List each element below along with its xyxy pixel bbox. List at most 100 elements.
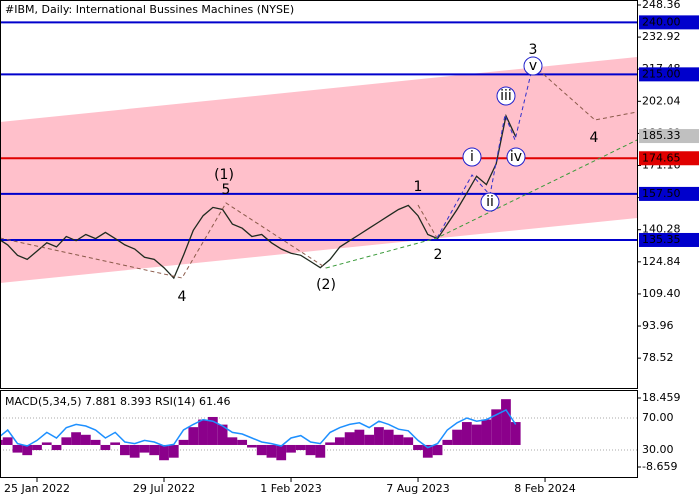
histogram-bar bbox=[491, 409, 502, 445]
price-label: 157.50 bbox=[642, 187, 681, 200]
y2-tick-label: 70.00 bbox=[642, 411, 674, 424]
wave-circle bbox=[523, 56, 543, 76]
wave-label: 4 bbox=[590, 130, 599, 146]
histogram-bar bbox=[159, 444, 169, 461]
wave-label: 3 bbox=[529, 42, 538, 58]
histogram-bar bbox=[481, 419, 492, 445]
histogram-bar bbox=[393, 434, 404, 445]
histogram-bar bbox=[403, 437, 414, 445]
price-label-box bbox=[639, 186, 699, 201]
histogram-bar bbox=[374, 427, 384, 445]
wave-label: (1) bbox=[214, 167, 234, 183]
histogram-bar bbox=[452, 429, 462, 445]
chart-title: #IBM, Daily: International Bussines Mach… bbox=[5, 3, 294, 16]
wave-label: v bbox=[529, 58, 537, 74]
y-tick-label: 202.04 bbox=[642, 94, 681, 107]
histogram-bar bbox=[276, 444, 287, 461]
y-tick-label: 248.36 bbox=[642, 0, 681, 11]
histogram-bar bbox=[90, 439, 101, 445]
price-line bbox=[0, 113, 517, 280]
histogram-bar bbox=[120, 444, 130, 456]
histogram-bar bbox=[188, 427, 199, 445]
histogram-bar bbox=[22, 444, 33, 456]
wave-label: ii bbox=[486, 194, 494, 210]
histogram-bar bbox=[168, 444, 179, 458]
histogram-bar bbox=[295, 444, 306, 451]
wave-path bbox=[0, 202, 327, 279]
x-tick-label: 8 Feb 2024 bbox=[514, 482, 575, 495]
wave-path bbox=[417, 204, 438, 239]
wave-label: iii bbox=[500, 88, 512, 104]
wave-label: 1 bbox=[414, 179, 423, 195]
histogram-bar bbox=[334, 437, 345, 445]
y-tick-label: 93.96 bbox=[642, 319, 674, 332]
histogram-bar bbox=[100, 444, 111, 451]
price-label-box bbox=[639, 67, 699, 82]
x-tick-label: 25 Jan 2022 bbox=[4, 482, 70, 495]
indicator-panel-frame bbox=[0, 390, 638, 478]
x-tick-label: 7 Aug 2023 bbox=[386, 482, 449, 495]
histogram-bar bbox=[266, 444, 277, 458]
histogram-bar bbox=[2, 437, 13, 445]
histogram-bar bbox=[237, 439, 248, 445]
histogram-bar bbox=[217, 424, 228, 445]
wave-label: iv bbox=[510, 149, 522, 165]
price-label: 240.00 bbox=[642, 15, 681, 28]
price-label: 135.35 bbox=[642, 233, 681, 246]
price-label-box bbox=[639, 232, 699, 247]
histogram-bar bbox=[354, 429, 365, 445]
histogram-bar bbox=[432, 444, 443, 456]
x-tick-label: 1 Feb 2023 bbox=[260, 482, 321, 495]
histogram-bar bbox=[501, 399, 511, 445]
y-tick-label: 232.92 bbox=[642, 30, 681, 43]
price-panel-frame bbox=[0, 0, 638, 389]
indicator-line bbox=[0, 409, 517, 449]
wave-circle bbox=[506, 147, 526, 167]
histogram-bar bbox=[461, 422, 472, 445]
histogram-bar bbox=[247, 444, 257, 448]
histogram-bar bbox=[129, 444, 140, 458]
histogram-bar bbox=[364, 434, 375, 445]
y-tick-label: 78.52 bbox=[642, 351, 674, 364]
histogram-bar bbox=[0, 439, 3, 445]
histogram-bar bbox=[344, 432, 355, 445]
histogram-bar bbox=[413, 444, 423, 451]
histogram-bar bbox=[207, 416, 218, 445]
wave-label: i bbox=[470, 149, 474, 165]
y-tick-label: 140.28 bbox=[642, 223, 681, 236]
histogram-bar bbox=[41, 442, 52, 445]
histogram-bar bbox=[198, 419, 208, 445]
histogram-bar bbox=[256, 444, 267, 456]
y-tick-label: 18.459 bbox=[642, 391, 681, 404]
y-tick-label: 109.40 bbox=[642, 287, 681, 300]
histogram-bar bbox=[325, 442, 335, 445]
histogram-bar bbox=[315, 444, 326, 458]
price-label-box bbox=[639, 15, 699, 30]
histogram-bar bbox=[178, 439, 189, 445]
histogram-bar bbox=[442, 439, 453, 445]
histogram-bar bbox=[80, 434, 91, 445]
histogram-bar bbox=[422, 444, 433, 458]
wave-label: (2) bbox=[316, 277, 336, 293]
histogram-bar bbox=[286, 444, 296, 453]
histogram-bar bbox=[71, 432, 81, 445]
histogram-bar bbox=[61, 437, 72, 445]
histogram-bar bbox=[12, 444, 23, 453]
price-label: 174.65 bbox=[642, 151, 681, 164]
histogram-bar bbox=[139, 444, 150, 453]
wave-circle bbox=[496, 86, 516, 106]
price-label-box bbox=[639, 151, 699, 166]
histogram-bar bbox=[32, 444, 42, 451]
y2-tick-label: 30.00 bbox=[642, 443, 674, 456]
y-tick-label: -8.659 bbox=[642, 460, 677, 473]
price-label-box bbox=[639, 129, 699, 144]
histogram-bar bbox=[149, 444, 160, 456]
price-label: 215.00 bbox=[642, 67, 681, 80]
x-tick-label: 29 Jul 2022 bbox=[133, 482, 195, 495]
price-label: 185.33 bbox=[642, 129, 681, 142]
histogram-bar bbox=[510, 422, 521, 445]
histogram-bar bbox=[471, 424, 482, 445]
wave-path bbox=[436, 64, 534, 239]
histogram-bar bbox=[227, 437, 238, 445]
